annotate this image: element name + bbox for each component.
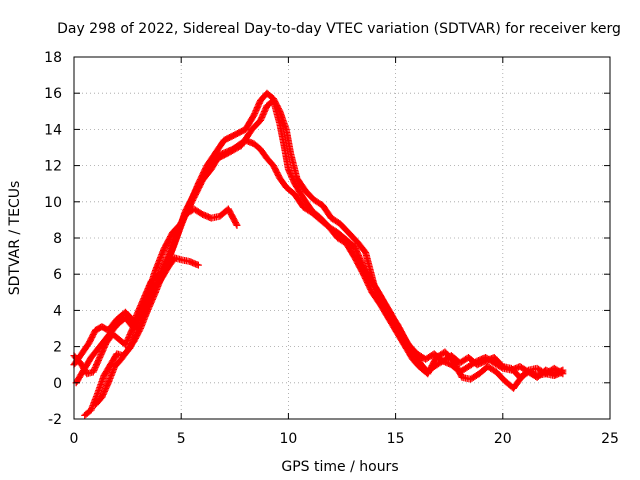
data-point [233, 221, 241, 229]
y-tick-label: 18 [44, 50, 62, 66]
y-tick-label: -2 [48, 412, 62, 428]
x-axis-label: GPS time / hours [281, 459, 398, 475]
y-axis-label: SDTVAR / TECUs [7, 181, 23, 296]
x-tick-label: 15 [387, 431, 405, 447]
y-tick-label: 12 [44, 159, 62, 175]
x-tick-label: 5 [177, 431, 186, 447]
grid [74, 57, 610, 419]
axis-ticks: 0 5 10 15 20 25 -2 0 2 4 6 8 10 12 14 16 18 [44, 50, 619, 447]
y-tick-label: 6 [53, 267, 62, 283]
y-tick-label: 14 [44, 122, 62, 138]
x-tick-label: 25 [601, 431, 619, 447]
x-tick-label: 0 [70, 431, 79, 447]
data-points [70, 89, 567, 419]
x-tick-label: 10 [279, 431, 297, 447]
chart-title: Day 298 of 2022, Sidereal Day-to-day VTE… [57, 21, 621, 37]
y-tick-label: 2 [53, 340, 62, 356]
y-tick-label: 4 [53, 303, 62, 319]
y-tick-label: 16 [44, 86, 62, 102]
data-point [559, 366, 567, 374]
series-trace-e [91, 89, 567, 409]
data-point [232, 220, 240, 228]
y-tick-label: 8 [53, 231, 62, 247]
y-tick-label: 10 [44, 195, 62, 211]
y-tick-label: 0 [53, 376, 62, 392]
data-point [194, 261, 202, 269]
x-tick-label: 20 [494, 431, 512, 447]
